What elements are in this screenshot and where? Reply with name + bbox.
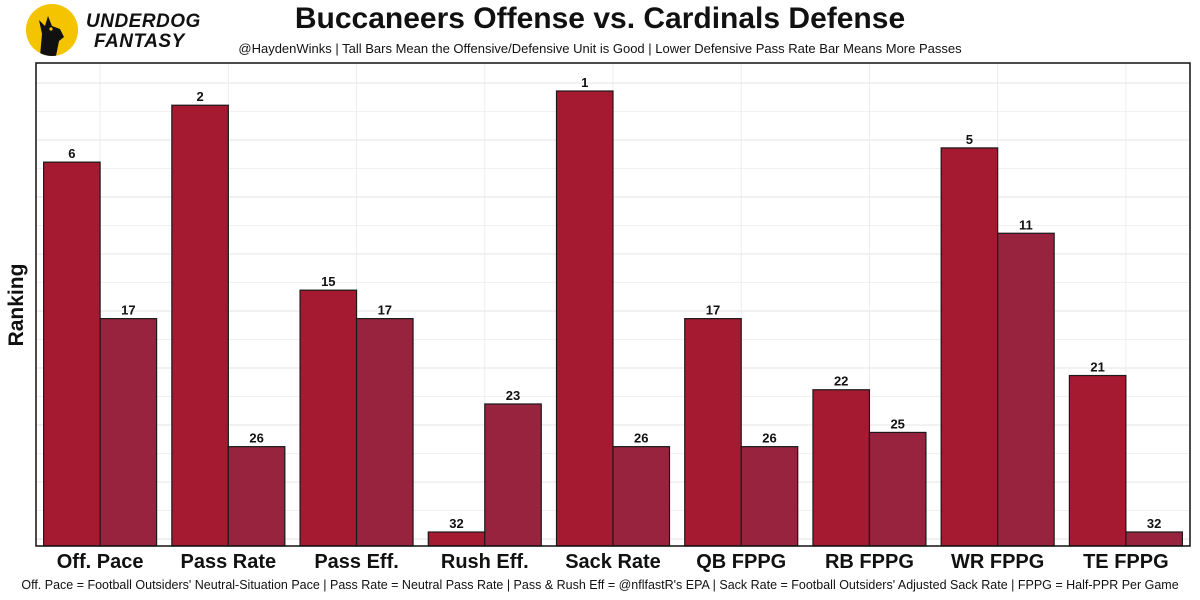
bar-defense xyxy=(99,318,158,547)
brand-line-2: FANTASY xyxy=(94,31,185,52)
bar-offense xyxy=(812,389,871,547)
bar-defense xyxy=(355,318,414,547)
brand-line-1: UNDERDOG xyxy=(86,11,201,32)
bar-value-label: 23 xyxy=(506,388,520,403)
bar-value-label: 17 xyxy=(378,303,392,318)
x-tick-label: QB FPPG xyxy=(696,551,786,573)
bar-offense xyxy=(555,90,614,547)
bar-labels: 6 17 2 26 15 17 32 23 1 26 17 26 22 25 5 11 21 32 xyxy=(68,75,1161,531)
bar-offense xyxy=(299,289,358,547)
x-tick-label: Pass Eff. xyxy=(314,551,398,573)
bar-offense xyxy=(684,318,742,547)
chart-title: Buccaneers Offense vs. Cardinals Defense xyxy=(294,2,906,35)
bar-value-label: 1 xyxy=(581,75,588,90)
bar-value-label: 26 xyxy=(762,431,776,446)
bar-defense xyxy=(612,446,671,547)
x-tick-labels: Off. Pace Pass Rate Pass Eff. Rush Eff. Sack… xyxy=(57,551,1169,573)
bar-value-label: 5 xyxy=(966,132,973,147)
bar-value-label: 17 xyxy=(121,303,135,318)
bars xyxy=(43,90,1183,547)
x-tick-label: Off. Pace xyxy=(57,551,144,573)
bar-value-label: 26 xyxy=(249,431,263,446)
bar-offense xyxy=(940,147,999,547)
bar-defense xyxy=(740,446,799,547)
bar-offense xyxy=(171,104,229,547)
bar-value-label: 22 xyxy=(834,374,848,389)
x-tick-label: RB FPPG xyxy=(825,551,914,573)
bar-value-label: 11 xyxy=(1019,217,1033,232)
bar-value-label: 2 xyxy=(196,89,203,104)
bar-defense xyxy=(1125,531,1183,547)
bar-defense xyxy=(997,232,1055,547)
underdog-fantasy-logo: UNDERDOG FANTASY xyxy=(26,4,206,60)
plot-border xyxy=(35,62,1191,547)
x-tick-label: TE FPPG xyxy=(1083,551,1169,573)
bar-value-label: 17 xyxy=(706,303,720,318)
bar-value-label: 32 xyxy=(1147,516,1161,531)
bar-defense xyxy=(868,431,927,547)
bar-value-label: 32 xyxy=(449,516,463,531)
bar-value-label: 15 xyxy=(321,274,335,289)
bar-offense xyxy=(427,531,486,547)
footer-note: Off. Pace = Football Outsiders' Neutral-… xyxy=(21,578,1179,592)
x-tick-label: WR FPPG xyxy=(951,551,1044,573)
chart-subtitle: @HaydenWinks | Tall Bars Mean the Offens… xyxy=(238,41,962,56)
bar-defense xyxy=(484,403,542,547)
bar-offense xyxy=(43,161,101,547)
bar-value-label: 26 xyxy=(634,431,648,446)
bar-value-label: 21 xyxy=(1090,360,1104,375)
x-tick-label: Pass Rate xyxy=(181,551,277,573)
dog-icon xyxy=(26,4,78,56)
bar-value-label: 25 xyxy=(890,416,904,431)
bar-offense xyxy=(1068,374,1127,547)
x-tick-label: Rush Eff. xyxy=(441,551,529,573)
bar-value-label: 6 xyxy=(68,146,75,161)
x-tick-label: Sack Rate xyxy=(565,551,661,573)
bar-defense xyxy=(227,446,286,547)
